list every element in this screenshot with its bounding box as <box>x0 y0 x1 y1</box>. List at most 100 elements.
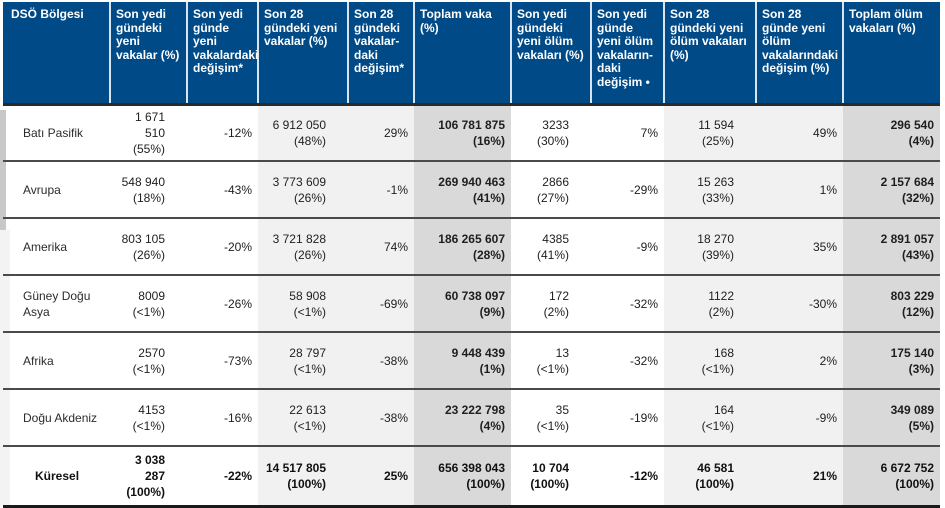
total-deaths-share: (4%) <box>908 133 934 148</box>
new-cases-28d-value: 3 721 828 <box>272 231 326 246</box>
new-deaths-28d-share: (<1%) <box>701 361 734 376</box>
death-change-28d-cell: 1% <box>756 161 843 218</box>
new-cases-28d-share: (48%) <box>293 133 326 148</box>
new-deaths-7d-value: 4385 <box>542 231 569 246</box>
new-cases-28d-cell: 28 797 (<1%) <box>258 332 348 389</box>
new-cases-7d-share: (18%) <box>132 190 165 205</box>
new-deaths-28d-cell: 15 263 (33%) <box>664 161 756 218</box>
header-death-change-7d: Son yedi günde yeni ölüm vakaların-daki … <box>590 2 664 104</box>
new-deaths-7d-value: 172 <box>548 288 569 303</box>
death-change-7d-cell: -32% <box>629 353 658 368</box>
total-cases-value: 186 265 607 <box>438 231 505 246</box>
new-deaths-28d-share: (33%) <box>701 190 734 205</box>
new-deaths-28d-value: 168 <box>713 345 734 360</box>
change-28d-cell: -69% <box>348 275 414 332</box>
death-change-28d-cell: 2% <box>756 332 843 389</box>
new-cases-28d-cell: 3 721 828 (26%) <box>258 218 348 275</box>
death-change-7d-cell: -9% <box>636 239 658 254</box>
header-new-cases-28d: Son 28 gündeki yeni vakalar (%) <box>257 2 348 104</box>
change-28d-cell: 29% <box>348 104 414 161</box>
header-total-cases: Toplam vaka (%) <box>413 2 511 104</box>
change-28d-cell: -1% <box>348 161 414 218</box>
total-cases-share: (1%) <box>479 361 505 376</box>
table-row: Güney Doğu Asya 8009 (<1%) -26% 58 908 (<1… <box>3 275 940 332</box>
new-deaths-28d-cell: 1122 (2%) <box>664 275 756 332</box>
new-cases-7d-value: 803 105 <box>121 231 165 246</box>
total-cases-cell: 9 448 439 (1%) <box>414 332 511 389</box>
new-deaths-7d-cell: 4385 (41%) <box>511 218 591 275</box>
new-cases-28d-cell: 3 773 609 (26%) <box>258 161 348 218</box>
header-change-28d: Son 28 gündeki vakalar-daki değişim* <box>347 2 414 104</box>
left-edge-bar <box>0 110 6 230</box>
new-deaths-28d-share: (25%) <box>701 133 734 148</box>
total-cases-cell: 269 940 463 (41%) <box>414 161 511 218</box>
new-deaths-7d-value: 13 <box>555 345 569 360</box>
new-deaths-28d-value: 18 270 <box>697 231 734 246</box>
change-7d-cell: -26% <box>223 296 252 311</box>
new-cases-7d-cell: 2570 (<1%) <box>110 332 187 389</box>
total-deaths-share: (12%) <box>901 304 934 319</box>
new-deaths-7d-value: 10 704 <box>532 460 569 475</box>
new-cases-7d-share: (26%) <box>132 247 165 262</box>
new-cases-28d-value: 28 797 <box>289 345 326 360</box>
new-deaths-28d-value: 164 <box>713 402 734 417</box>
total-cases-cell: 60 738 097 (9%) <box>414 275 511 332</box>
death-change-28d-cell: 35% <box>756 218 843 275</box>
death-change-7d-cell: -29% <box>629 182 658 197</box>
total-cases-share: (16%) <box>472 133 505 148</box>
new-cases-7d-value: 8009 <box>138 288 165 303</box>
left-edge-shade <box>0 230 10 506</box>
new-deaths-7d-share: (2%) <box>543 304 569 319</box>
total-deaths-share: (43%) <box>901 247 934 262</box>
death-change-7d-cell: -32% <box>629 296 658 311</box>
new-cases-28d-share: (<1%) <box>293 361 326 376</box>
total-cases-cell: 106 781 875 (16%) <box>414 104 511 161</box>
total-deaths-value: 296 540 <box>890 117 934 132</box>
change-28d-cell: 25% <box>348 446 414 506</box>
total-deaths-value: 349 089 <box>890 402 934 417</box>
new-cases-28d-cell: 6 912 050 (48%) <box>258 104 348 161</box>
new-deaths-7d-share: (30%) <box>536 133 569 148</box>
total-deaths-share: (32%) <box>901 190 934 205</box>
death-change-28d-cell: -30% <box>756 275 843 332</box>
new-deaths-7d-share: (100%) <box>530 476 569 491</box>
table-row: Afrika 2570 (<1%) -73% 28 797 (<1%) -38% 9… <box>3 332 940 389</box>
total-cases-cell: 186 265 607 (28%) <box>414 218 511 275</box>
total-deaths-cell: 803 229 (12%) <box>843 275 940 332</box>
header-new-cases-7d: Son yedi gündeki yeni vakalar (%) <box>109 2 187 104</box>
new-deaths-28d-share: (<1%) <box>701 418 734 433</box>
new-deaths-7d-value: 3233 <box>542 117 569 132</box>
new-cases-28d-value: 22 613 <box>289 402 326 417</box>
death-change-7d-cell: -19% <box>629 410 658 425</box>
region-name: Amerika <box>23 239 68 254</box>
region-name: Afrika <box>23 353 54 368</box>
change-7d-cell: -73% <box>223 353 252 368</box>
new-cases-7d-share: (55%) <box>132 141 165 156</box>
total-cases-value: 656 398 043 <box>438 460 505 475</box>
change-28d-cell: -38% <box>348 389 414 446</box>
new-deaths-7d-cell: 10 704 (100%) <box>511 446 591 506</box>
total-deaths-value: 2 157 684 <box>880 174 934 189</box>
new-deaths-28d-cell: 168 (<1%) <box>664 332 756 389</box>
total-deaths-value: 803 229 <box>890 288 934 303</box>
header-change-7d: Son yedi günde yeni vakalardaki değişim* <box>186 2 258 104</box>
new-deaths-7d-cell: 2866 (27%) <box>511 161 591 218</box>
new-deaths-7d-cell: 35 (<1%) <box>511 389 591 446</box>
new-cases-28d-share: (26%) <box>293 247 326 262</box>
death-change-7d-cell: 7% <box>640 125 658 140</box>
death-change-7d-cell: -12% <box>629 468 658 483</box>
total-cases-share: (41%) <box>472 190 505 205</box>
new-cases-7d-cell: 548 940 (18%) <box>110 161 187 218</box>
new-cases-28d-value: 14 517 805 <box>265 460 326 475</box>
table-row: Doğu Akdeniz 4153 (<1%) -16% 22 613 (<1%) … <box>3 389 940 446</box>
new-cases-7d-share: (<1%) <box>132 361 165 376</box>
header-new-deaths-28d: Son 28 gündeki yeni ölüm vakaları (%) <box>663 2 756 104</box>
death-change-28d-cell: 21% <box>756 446 843 506</box>
new-deaths-28d-cell: 11 594 (25%) <box>664 104 756 161</box>
change-7d-cell: -20% <box>223 239 252 254</box>
total-deaths-value: 6 672 752 <box>880 460 934 475</box>
total-deaths-value: 175 140 <box>890 345 934 360</box>
new-cases-28d-value: 6 912 050 <box>272 117 326 132</box>
new-deaths-28d-value: 11 594 <box>698 117 734 132</box>
new-cases-7d-share: (100%) <box>126 484 165 499</box>
